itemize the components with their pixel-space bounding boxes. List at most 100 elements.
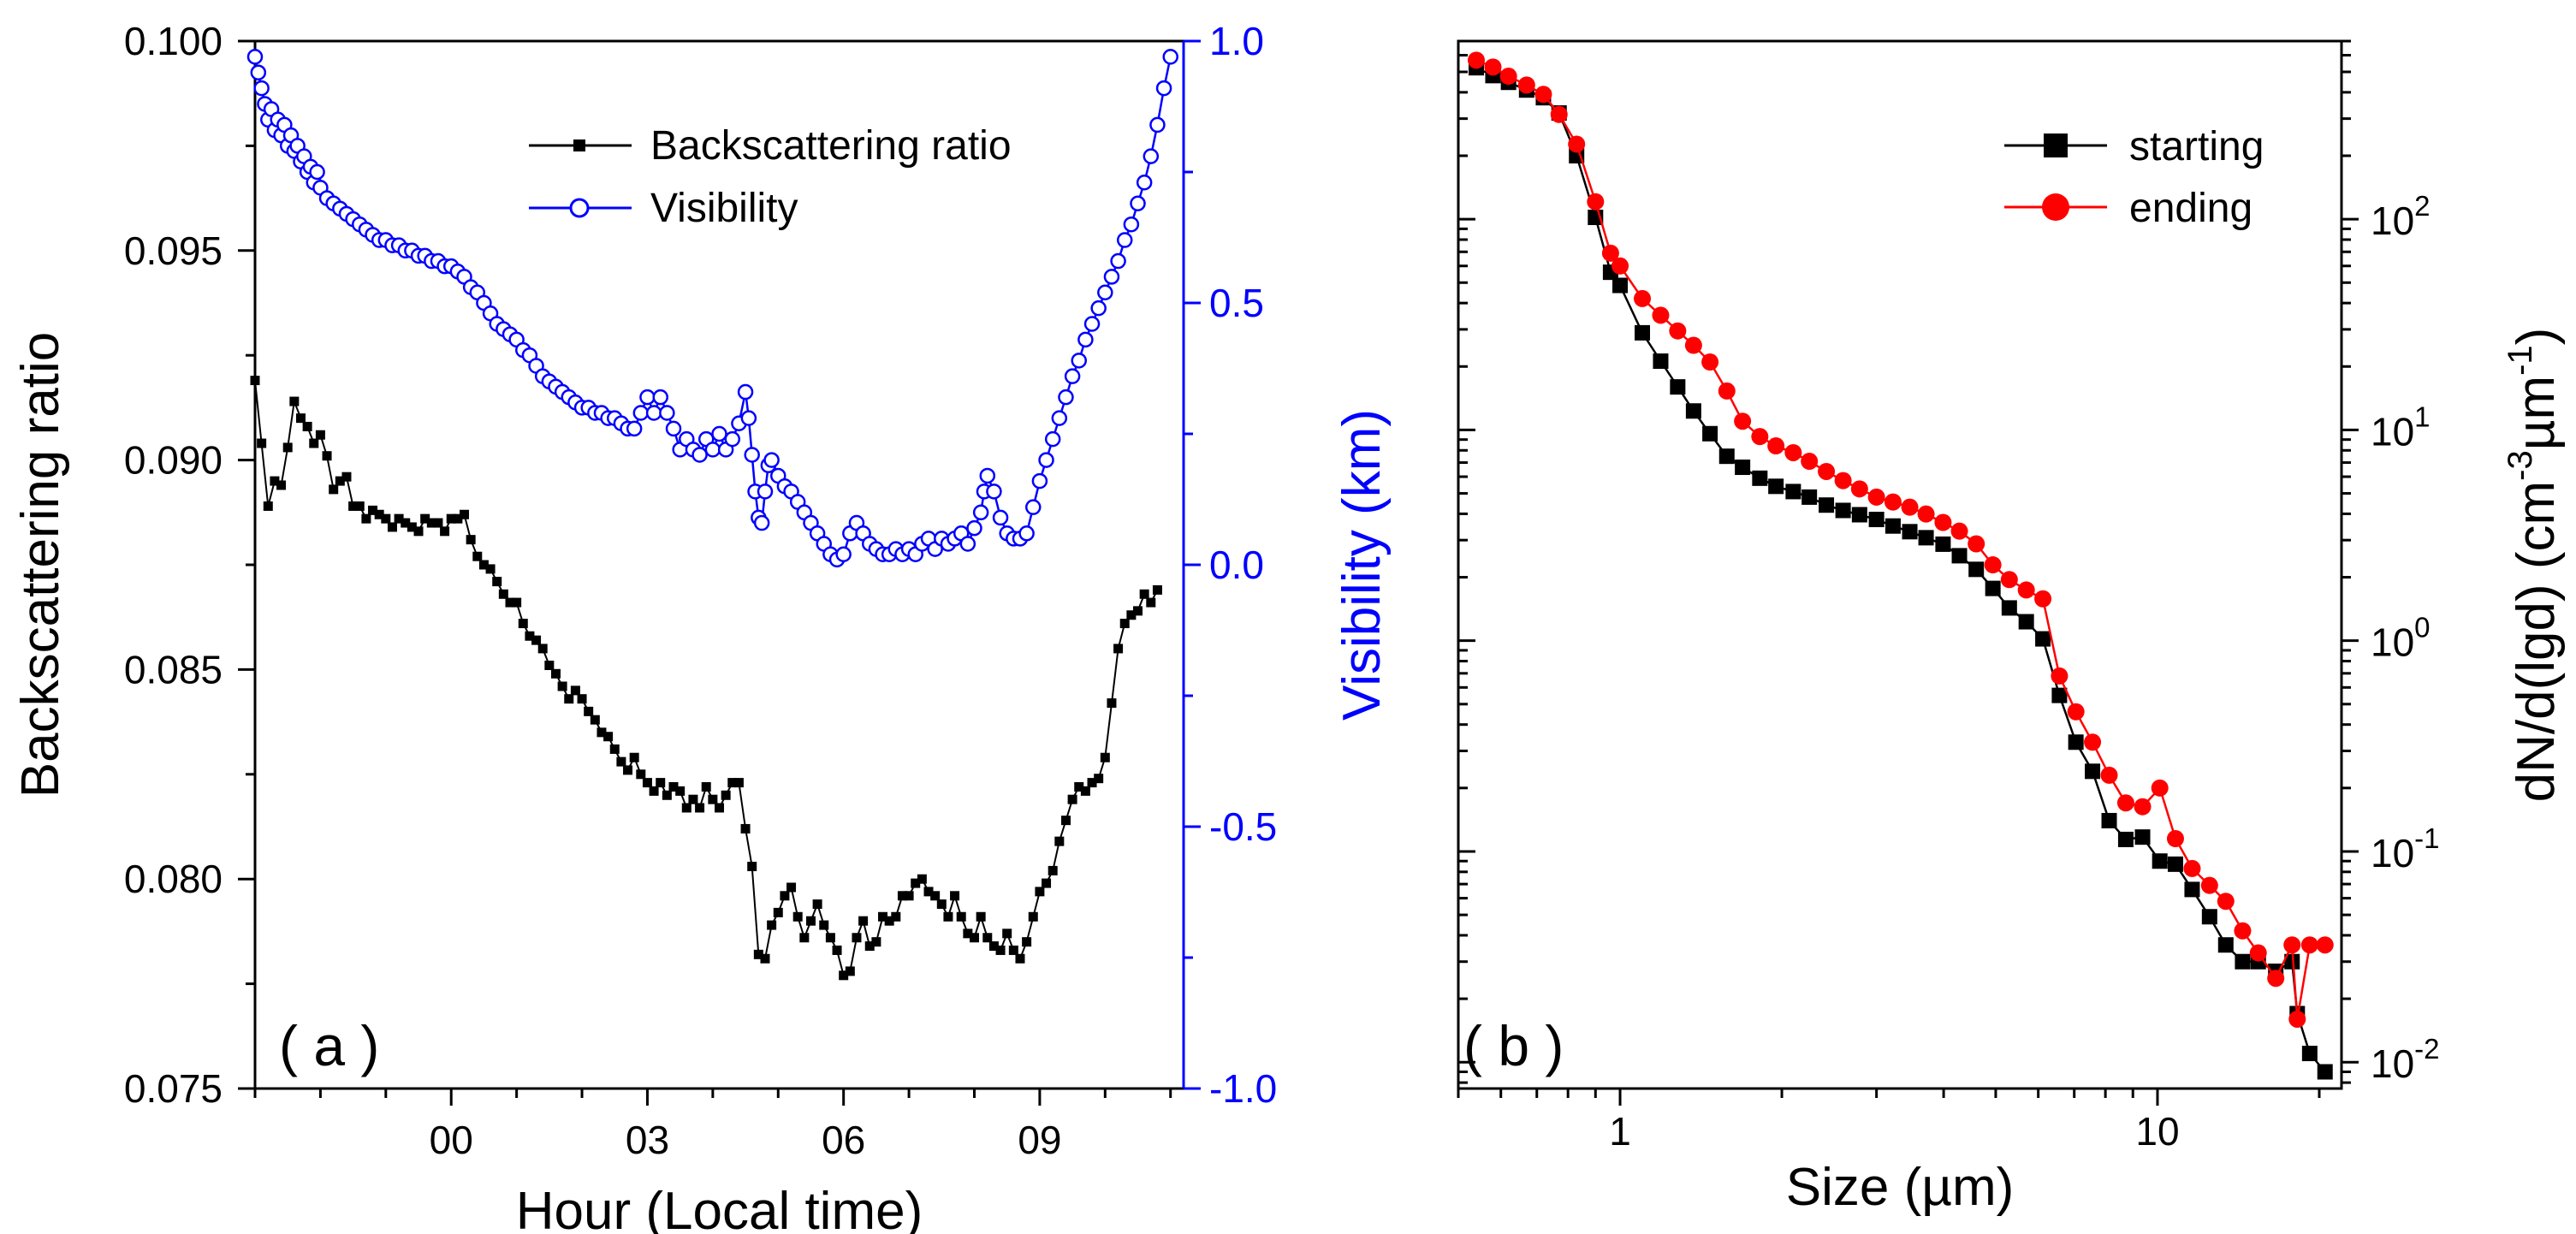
data-point-ending <box>2288 1010 2306 1028</box>
legend-marker-a <box>569 198 590 218</box>
y-right-tick-label-a: 0.0 <box>1209 543 1264 587</box>
data-point-visibility <box>1025 499 1042 515</box>
data-point-backscattering <box>276 480 287 490</box>
data-point-ending <box>1517 76 1535 94</box>
data-point-backscattering <box>420 513 430 524</box>
data-point-ending <box>1499 68 1517 86</box>
data-point-backscattering <box>577 694 587 704</box>
y-tick-label-a: 0.085 <box>124 647 223 691</box>
data-point-backscattering <box>642 778 652 788</box>
data-point-backscattering <box>988 941 999 952</box>
data-point-backscattering <box>1028 911 1038 922</box>
data-point-ending <box>2116 794 2134 812</box>
data-point-ending <box>1652 306 1670 324</box>
data-point-backscattering <box>348 501 359 511</box>
data-point-backscattering <box>309 438 319 448</box>
data-point-backscattering <box>1074 781 1084 792</box>
y-tick-label-b: 102 <box>2371 190 2431 243</box>
data-point-backscattering <box>485 564 496 574</box>
data-point-visibility <box>744 447 760 463</box>
data-point-backscattering <box>740 823 751 834</box>
data-point-ending <box>1950 522 1968 540</box>
data-point-starting <box>1718 448 1735 465</box>
data-point-visibility <box>1097 284 1113 301</box>
data-point-visibility <box>1064 368 1081 384</box>
data-point-backscattering <box>950 891 960 901</box>
data-point-starting <box>1635 324 1651 341</box>
data-point-visibility <box>246 49 264 65</box>
data-point-backscattering <box>1015 953 1025 964</box>
data-point-visibility <box>753 514 770 531</box>
data-point-backscattering <box>1035 887 1045 897</box>
series-backscattering <box>250 376 1162 981</box>
data-point-ending <box>1634 289 1652 307</box>
legend-a: Backscattering ratio Visibility <box>529 123 1012 231</box>
data-point-backscattering <box>557 681 567 691</box>
data-point-ending <box>2316 936 2334 954</box>
data-point-starting <box>1612 277 1629 294</box>
x-axis-label-a: Hour (Local time) <box>516 1182 923 1234</box>
y-right-tick-label-a: -0.5 <box>1209 804 1277 849</box>
data-point-visibility <box>986 484 1002 500</box>
data-point-starting <box>1752 470 1768 486</box>
data-point-backscattering <box>832 945 842 955</box>
data-point-backscattering <box>498 589 508 599</box>
data-point-starting <box>2301 1046 2318 1062</box>
data-point-visibility <box>1110 252 1126 270</box>
legend-b: starting ending <box>2004 124 2264 231</box>
data-point-backscattering <box>884 916 894 926</box>
data-point-ending <box>1901 498 1919 516</box>
data-point-backscattering <box>976 911 986 922</box>
data-point-ending <box>1884 493 1902 511</box>
data-point-visibility <box>1051 410 1068 426</box>
data-point-starting <box>2152 853 2168 869</box>
data-point-backscattering <box>715 803 724 813</box>
data-point-starting <box>1868 512 1885 528</box>
data-point-starting <box>1968 561 1985 578</box>
data-point-backscattering <box>695 803 705 813</box>
data-point-ending <box>1701 353 1719 371</box>
data-point-backscattering <box>282 442 293 453</box>
data-point-backscattering <box>1146 597 1156 608</box>
data-point-backscattering <box>257 438 267 448</box>
data-point-backscattering <box>446 513 456 524</box>
data-point-backscattering <box>911 878 921 888</box>
data-point-visibility <box>704 442 721 458</box>
data-point-backscattering <box>1133 606 1143 616</box>
data-point-visibility <box>966 519 982 537</box>
data-point-backscattering <box>917 874 927 884</box>
y-tick-label-b: 10-2 <box>2371 1033 2440 1086</box>
data-point-backscattering <box>531 635 542 645</box>
data-point-starting <box>2051 687 2068 703</box>
data-point-visibility <box>1143 148 1160 164</box>
data-point-backscattering <box>773 907 783 917</box>
data-point-backscattering <box>812 899 822 910</box>
data-point-backscattering <box>1067 794 1077 804</box>
plot-frame-b <box>1457 39 2343 1090</box>
data-point-ending <box>1534 86 1552 104</box>
data-point-ending <box>1818 462 1836 480</box>
data-point-visibility <box>1155 80 1172 97</box>
panel-label-b: ( b ) <box>1463 1014 1564 1077</box>
data-point-backscattering <box>852 933 862 943</box>
data-point-backscattering <box>858 916 869 926</box>
data-point-visibility <box>1162 49 1178 65</box>
data-point-starting <box>2117 831 2134 847</box>
data-point-backscattering <box>302 421 312 431</box>
series-visibility <box>246 49 1178 568</box>
data-point-starting <box>2184 881 2200 898</box>
data-point-visibility <box>691 447 708 463</box>
data-point-ending <box>2166 830 2184 848</box>
data-point-ending <box>1968 535 1985 553</box>
data-point-visibility <box>250 64 267 80</box>
data-point-backscattering <box>708 794 718 804</box>
data-point-ending <box>2300 936 2318 954</box>
data-point-backscattering <box>1048 865 1058 875</box>
data-point-starting <box>1835 502 1851 519</box>
data-point-backscattering <box>426 518 436 528</box>
data-point-backscattering <box>871 937 881 947</box>
y-tick-label-b: 101 <box>2371 400 2431 454</box>
data-point-starting <box>2134 829 2151 845</box>
data-point-backscattering <box>825 933 835 943</box>
data-point-backscattering <box>590 715 600 725</box>
